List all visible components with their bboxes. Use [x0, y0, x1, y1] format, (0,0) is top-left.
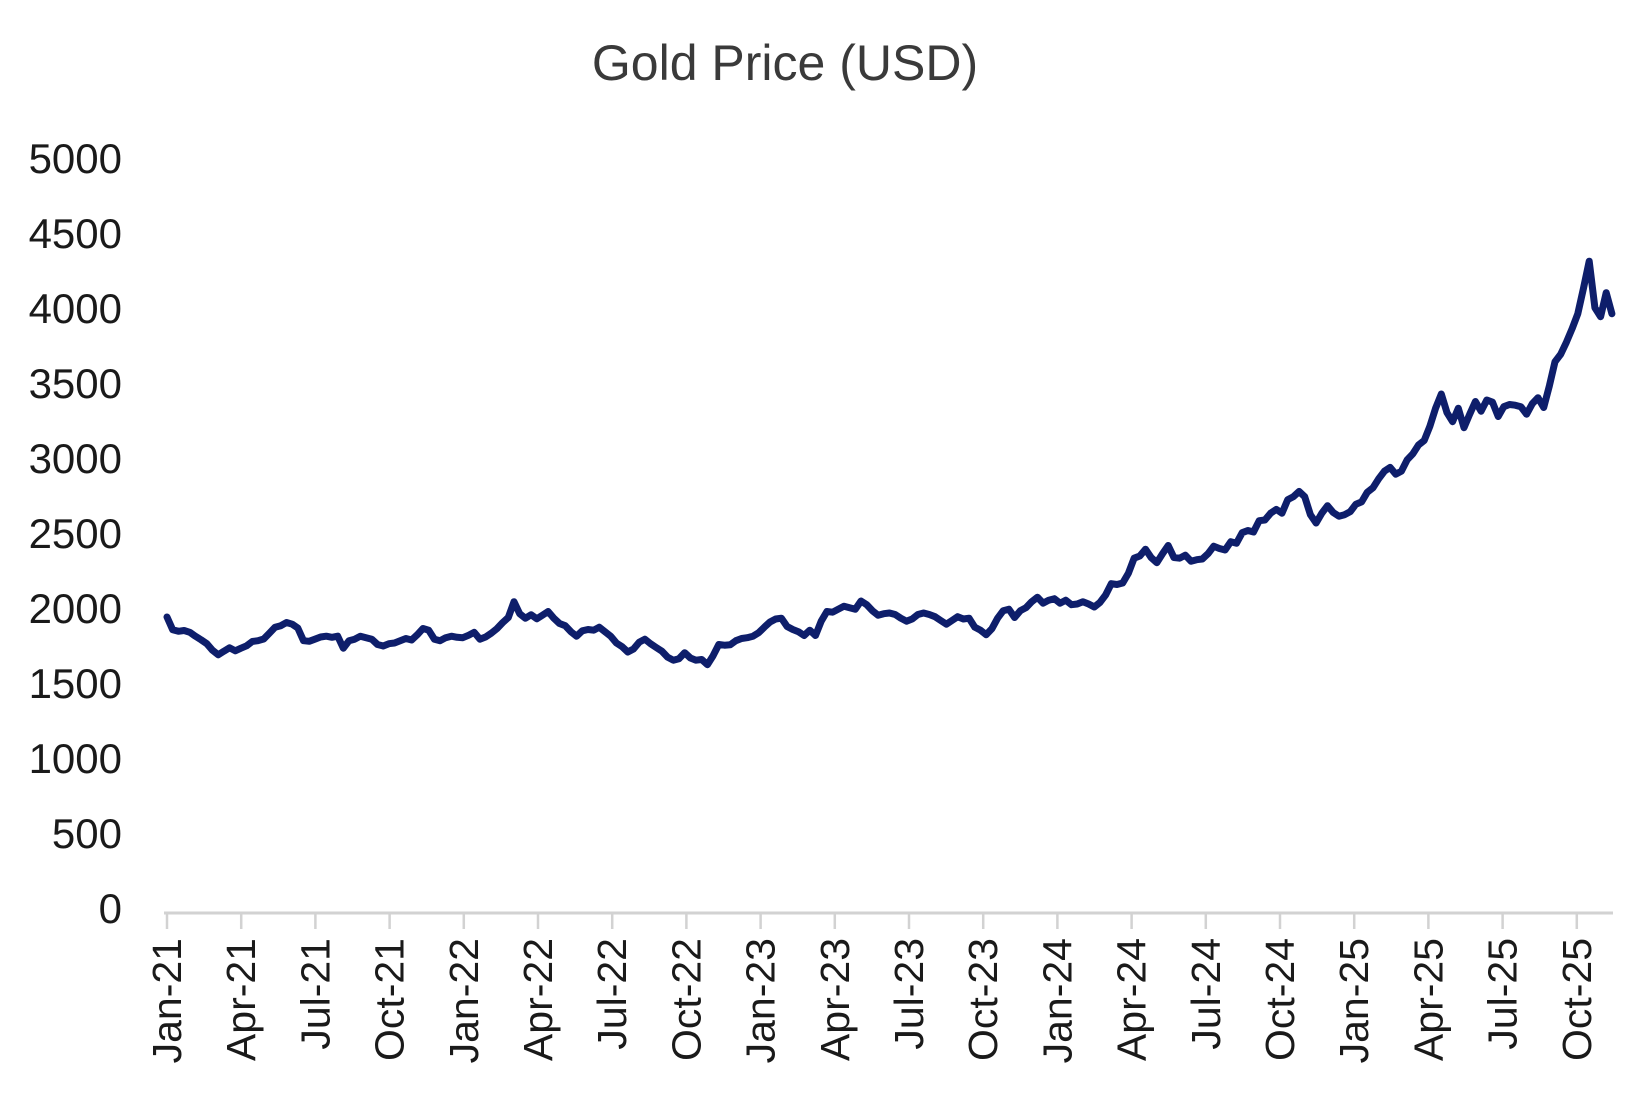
- chart-title: Gold Price (USD): [591, 35, 979, 91]
- x-axis-tick-label: Jan-22: [441, 938, 487, 1063]
- y-axis-tick-label: 5000: [29, 135, 122, 182]
- x-axis-tick-label: Apr-23: [812, 938, 858, 1061]
- y-axis-tick-label: 0: [99, 885, 122, 932]
- y-axis-tick-label: 1000: [29, 735, 122, 782]
- y-axis-tick-label: 4000: [29, 285, 122, 332]
- y-axis-tick-label: 4500: [29, 210, 122, 257]
- x-axis-tick-label: Jul-24: [1183, 938, 1229, 1050]
- x-axis-tick-label: Oct-24: [1257, 938, 1303, 1061]
- x-axis-tick-label: Jul-25: [1480, 938, 1526, 1050]
- y-axis-tick-label: 2500: [29, 510, 122, 557]
- x-axis-tick-label: Jan-23: [738, 938, 784, 1063]
- x-axis-tick-label: Jul-21: [292, 938, 338, 1050]
- x-axis-tick-label: Oct-21: [367, 938, 413, 1061]
- x-axis-tick-label: Apr-25: [1405, 938, 1451, 1061]
- x-axis-tick-label: Apr-24: [1109, 938, 1155, 1061]
- x-axis-tick-label: Oct-25: [1554, 938, 1600, 1061]
- x-axis-tick-label: Oct-23: [960, 938, 1006, 1061]
- x-axis-tick-label: Jan-25: [1331, 938, 1377, 1063]
- x-axis-tick-label: Jan-24: [1034, 938, 1080, 1063]
- x-axis-tick-label: Apr-21: [218, 938, 264, 1061]
- x-axis-tick-label: Jul-22: [589, 938, 635, 1050]
- y-axis-tick-label: 2000: [29, 585, 122, 632]
- y-axis-tick-label: 1500: [29, 660, 122, 707]
- x-axis-tick-label: Apr-22: [515, 938, 561, 1061]
- x-axis-tick-label: Oct-22: [663, 938, 709, 1061]
- y-axis-tick-label: 3500: [29, 360, 122, 407]
- price-line-series: [163, 257, 1616, 669]
- y-axis-tick-label: 3000: [29, 435, 122, 482]
- x-axis-tick-label: Jul-23: [886, 938, 932, 1050]
- y-axis-tick-label: 500: [52, 810, 122, 857]
- x-axis-tick-label: Jan-21: [144, 938, 190, 1063]
